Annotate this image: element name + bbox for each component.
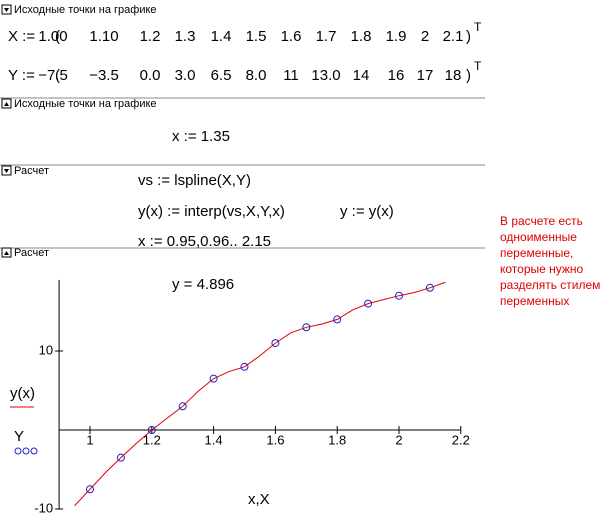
y-tick-label: 10 [39, 342, 53, 357]
vector-value: 1.7 [316, 28, 337, 45]
x-tick-label: 2 [395, 432, 402, 447]
vector-value: 1.00 [38, 28, 67, 45]
transpose: T [474, 20, 482, 34]
x-tick-label: 1 [86, 432, 93, 447]
x-axis-label: x,X [248, 491, 270, 508]
point [116, 453, 125, 462]
paren: ( [55, 28, 60, 45]
section-label: Расчет [14, 165, 49, 177]
expression: y(x) := interp(vs,X,Y,x) [138, 203, 285, 220]
point [333, 315, 342, 324]
point [86, 485, 94, 494]
vector-value: 14 [353, 67, 370, 84]
x-tick-label: 1.4 [205, 432, 223, 447]
vector-value: −3.5 [89, 67, 119, 84]
y-tick-label: -10 [34, 500, 53, 515]
legend-marker [22, 447, 30, 455]
paren: ) [466, 67, 471, 84]
vector-name: X := [8, 28, 35, 45]
expression: y := y(x) [340, 203, 394, 220]
section-label: Исходные точки на графике [14, 4, 157, 16]
paren: ) [466, 28, 471, 45]
point [147, 426, 156, 434]
x-tick-label: 1.6 [266, 432, 284, 447]
vector-value: 3.0 [175, 67, 196, 84]
vector-value: 1.4 [211, 28, 232, 45]
vector-value: 8.0 [246, 67, 267, 84]
icon-arrow [4, 251, 9, 255]
point [425, 283, 434, 292]
vector-value: 1.6 [281, 28, 302, 45]
legend-label: Y [14, 428, 24, 445]
icon-arrow [4, 102, 9, 106]
note-line: одноименные [500, 230, 577, 244]
note-line: переменные, [500, 246, 573, 260]
vector-name: Y := [8, 67, 35, 84]
annotation: y = 4.896 [172, 276, 234, 293]
vector-value: 11 [283, 67, 299, 84]
vector-value: 16 [388, 67, 405, 84]
paren: ( [55, 67, 60, 84]
expression: x := 0.95,0.96.. 2.15 [138, 233, 271, 250]
legend-marker [30, 447, 38, 455]
vector-value: 2.1 [443, 28, 464, 45]
note-line: переменных [500, 294, 569, 308]
transpose: T [474, 59, 482, 73]
expression: x := 1.35 [172, 128, 230, 145]
vector-value: 13.0 [311, 67, 340, 84]
vector-value: 1.10 [89, 28, 118, 45]
legend-label: y(x) [10, 385, 35, 402]
note-line: которые нужно [500, 262, 584, 276]
vector-value: 1.5 [246, 28, 267, 45]
vector-value: 1.2 [140, 28, 161, 45]
x-tick-label: 1.8 [328, 432, 346, 447]
icon-arrow [4, 8, 9, 12]
note-line: В расчете есть [500, 214, 583, 228]
point [178, 402, 187, 411]
vector-value: 1.9 [386, 28, 407, 45]
point [209, 374, 218, 383]
vector-value: 1.8 [351, 28, 372, 45]
vector-value: 6.5 [211, 67, 232, 84]
point [302, 323, 311, 332]
vector-value: −7.5 [38, 67, 68, 84]
legend-marker [14, 447, 22, 455]
point [240, 362, 249, 371]
vector-value: 2 [421, 28, 429, 45]
note-line: разделять стилем [500, 278, 600, 292]
icon-arrow [4, 169, 9, 173]
curve [74, 281, 446, 507]
x-tick-label: 2.2 [452, 432, 470, 447]
vector-value: 18 [445, 67, 462, 84]
vector-value: 0.0 [140, 67, 161, 84]
vector-value: 1.3 [175, 28, 196, 45]
point [395, 291, 403, 300]
x-tick-label: 1.2 [143, 432, 161, 447]
point [364, 299, 373, 308]
point [271, 339, 280, 348]
section-label: Расчет [14, 247, 49, 259]
expression: vs := lspline(X,Y) [138, 172, 251, 189]
vector-value: 17 [417, 67, 434, 84]
section-label: Исходные точки на графике [14, 98, 157, 110]
